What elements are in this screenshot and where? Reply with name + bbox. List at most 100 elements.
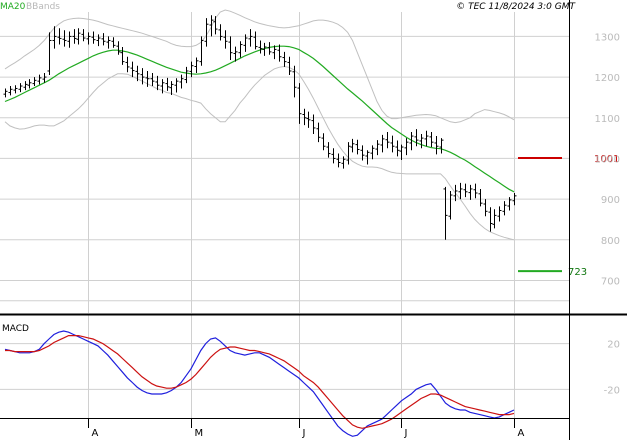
ohlc-bar: [326, 142, 331, 158]
ohlc-bar: [223, 30, 228, 49]
ohlc-bar: [272, 45, 277, 60]
price-tick-label: 1300: [595, 32, 620, 43]
ohlc-bar: [429, 131, 434, 148]
ohlc-bar: [277, 44, 282, 62]
ohlc-bar: [32, 77, 37, 87]
ohlc-bar: [23, 81, 28, 91]
bbands-layer: [4, 9, 515, 241]
ohlc-bar: [287, 56, 292, 76]
price-tick-label: 1000: [595, 154, 620, 165]
ohlc-bar: [169, 81, 174, 95]
ohlc-bar: [209, 15, 214, 37]
ohlc-bar: [150, 73, 155, 87]
bbands-upper-line: [4, 9, 515, 124]
ohlc-bar: [336, 153, 341, 168]
price-tick-label: 800: [601, 236, 620, 247]
ohlc-bar: [439, 138, 444, 154]
ohlc-bar: [253, 31, 258, 50]
ohlc-bar: [184, 66, 189, 84]
ohlc-bar: [145, 70, 150, 87]
ohlc-bar: [492, 209, 497, 229]
ohlc-bar: [165, 77, 170, 91]
ohlc-bar: [160, 79, 165, 94]
ohlc-bar: [306, 111, 311, 128]
ohlc-bar: [399, 144, 404, 161]
copyright-text: © TEC 11/8/2024 3:0 GMT: [456, 2, 576, 12]
ohlc-bar: [204, 18, 209, 47]
price-tick-label: 1100: [595, 114, 620, 125]
price-grid: [0, 12, 569, 313]
ohlc-bar: [468, 184, 473, 200]
legend-ma20: MA20: [0, 2, 26, 12]
ohlc-bar: [140, 68, 145, 85]
ohlc-bar: [267, 42, 272, 55]
ohlc-bar: [62, 30, 67, 47]
ohlc-bar: [375, 140, 380, 156]
macd-grid: [0, 315, 569, 418]
ohlc-bar: [228, 36, 233, 60]
ohlc-bar: [341, 156, 346, 169]
ohlc-bar: [174, 78, 179, 93]
ohlc-bar: [360, 145, 365, 161]
ohlc-bar: [125, 56, 130, 73]
ohlc-bar: [57, 28, 62, 45]
ohlc-bar: [365, 150, 370, 165]
ohlc-bar: [189, 61, 194, 78]
ohlc-bar: [321, 133, 326, 151]
ohlc-bar: [404, 138, 409, 156]
ohlc-bar: [47, 32, 52, 76]
ohlc-bar: [42, 73, 47, 83]
ma20-layer: [4, 45, 515, 193]
ohlc-bar: [116, 41, 121, 55]
ohlc-bar: [13, 85, 18, 94]
macd-signal-line: [5, 335, 515, 429]
ohlc-bar: [213, 16, 218, 35]
ohlc-bar: [258, 40, 263, 54]
price-tick-label: 1200: [595, 73, 620, 84]
ohlc-bar: [497, 206, 502, 222]
ohlc-bar: [76, 28, 81, 45]
ohlc-bar: [350, 138, 355, 153]
ohlc-bar: [238, 41, 243, 58]
ohlc-bar: [380, 134, 385, 153]
legend-bbands: BBands: [26, 2, 60, 12]
bbands-lower-line: [4, 65, 515, 241]
price-levels: 1001 723: [518, 154, 619, 278]
ohlc-bar: [297, 83, 302, 124]
ohlc-bar: [483, 199, 488, 217]
ohlc-bar: [81, 29, 86, 42]
ohlc-bars: [3, 15, 517, 240]
ohlc-bar: [8, 86, 13, 96]
ohlc-bar: [316, 122, 321, 143]
ohlc-bar: [27, 79, 32, 89]
macd-lines: [4, 330, 515, 437]
axis-labels: 1300 1200 1100 1000 900 800 700 20 -20 A M J J A: [88, 32, 620, 439]
ohlc-bar: [72, 29, 77, 44]
ohlc-bar: [488, 207, 493, 232]
ohlc-bar: [409, 131, 414, 151]
ma20-line: [4, 45, 515, 193]
ohlc-bar: [346, 142, 351, 165]
ohlc-bar: [507, 197, 512, 211]
support-level-label: 723: [568, 267, 587, 278]
ohlc-bar: [434, 136, 439, 155]
ohlc-bar: [67, 31, 72, 48]
x-tick-label: A: [518, 428, 525, 439]
ohlc-bar: [370, 145, 375, 160]
ohlc-bar: [194, 57, 199, 74]
x-tick-label: J: [302, 428, 306, 439]
price-tick-label: 900: [601, 195, 620, 206]
ohlc-bar: [395, 140, 400, 157]
ohlc-bar: [179, 74, 184, 89]
ohlc-bar: [233, 46, 238, 62]
macd-panel-title: MACD: [2, 324, 29, 334]
x-tick-label: A: [92, 428, 99, 439]
ohlc-bar: [37, 74, 42, 85]
macd-tick-label: 20: [607, 340, 620, 351]
ohlc-bar: [443, 186, 448, 240]
ohlc-bar: [282, 51, 287, 67]
